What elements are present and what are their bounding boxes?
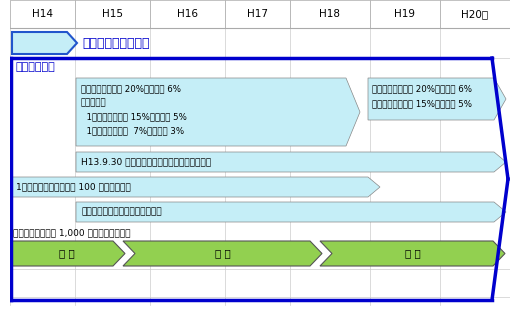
FancyBboxPatch shape: [225, 0, 290, 28]
Polygon shape: [76, 202, 506, 222]
Text: 源泉分離課税の廃止: 源泉分離課税の廃止: [82, 36, 150, 50]
FancyBboxPatch shape: [150, 0, 225, 28]
Text: 売 却: 売 却: [405, 249, 420, 259]
Text: H18: H18: [319, 9, 341, 19]
FancyBboxPatch shape: [75, 0, 150, 28]
Polygon shape: [11, 177, 380, 197]
Text: 上場株式等の譲渡損失の繰越控除: 上場株式等の譲渡損失の繰越控除: [81, 208, 162, 216]
Text: 上場株式等　国税 15%　地方税 5%: 上場株式等 国税 15% 地方税 5%: [372, 100, 472, 109]
Text: 1年超保有　国税  7%　地方税 3%: 1年超保有 国税 7% 地方税 3%: [81, 126, 184, 135]
Polygon shape: [76, 78, 360, 146]
Text: H15: H15: [102, 9, 123, 19]
FancyBboxPatch shape: [10, 0, 75, 28]
Text: 上場株式等の元本 1,000 万円までの非課税: 上場株式等の元本 1,000 万円までの非課税: [13, 228, 131, 237]
Text: H16: H16: [177, 9, 198, 19]
Polygon shape: [368, 78, 506, 120]
Text: 非上場株式　国税 20%　地方税 6%: 非上場株式 国税 20% 地方税 6%: [81, 84, 181, 93]
Text: H17: H17: [247, 9, 268, 19]
Text: H14: H14: [32, 9, 53, 19]
Text: 1年内保有　国税 15%　地方税 5%: 1年内保有 国税 15% 地方税 5%: [81, 113, 187, 121]
FancyBboxPatch shape: [440, 0, 510, 28]
Text: 上場株式等: 上場株式等: [81, 99, 107, 108]
Polygon shape: [76, 152, 506, 172]
Polygon shape: [12, 241, 125, 266]
Text: 保 有: 保 有: [215, 249, 230, 259]
Text: 1年超保有上場株式等の 100 万円特別控除: 1年超保有上場株式等の 100 万円特別控除: [16, 182, 131, 192]
FancyBboxPatch shape: [370, 0, 440, 28]
Text: H19: H19: [395, 9, 415, 19]
Text: H20～: H20～: [461, 9, 489, 19]
Text: 購 入: 購 入: [59, 249, 74, 259]
Polygon shape: [12, 32, 77, 54]
Polygon shape: [320, 241, 505, 266]
Text: 申告分離課税: 申告分離課税: [15, 62, 55, 72]
Text: H13.9.30 以前取得上場株式等の取得費の特例: H13.9.30 以前取得上場株式等の取得費の特例: [81, 158, 211, 166]
FancyBboxPatch shape: [290, 0, 370, 28]
Polygon shape: [123, 241, 322, 266]
Text: 非上場株式　国税 20%　地方税 6%: 非上場株式 国税 20% 地方税 6%: [372, 84, 472, 93]
